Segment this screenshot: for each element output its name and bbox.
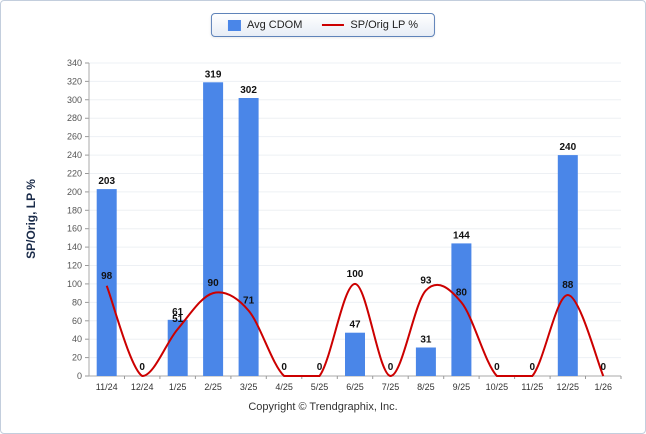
bar-value-label: 302 xyxy=(240,85,257,96)
line-value-label: 93 xyxy=(420,275,432,286)
bar-value-label: 144 xyxy=(453,230,470,241)
x-tick-label: 6/25 xyxy=(346,382,364,392)
bar-value-label: 61 xyxy=(172,307,184,318)
x-tick-label: 11/25 xyxy=(521,382,543,392)
x-tick-label: 1/26 xyxy=(595,382,613,392)
y-tick-label: 160 xyxy=(67,224,82,234)
legend-bar-swatch xyxy=(227,19,241,31)
line-value-label: 0 xyxy=(601,362,607,373)
legend-item-sp-orig-lp: SP/Orig LP % xyxy=(322,19,418,31)
y-tick-label: 120 xyxy=(67,261,82,271)
bar xyxy=(415,347,436,376)
x-tick-label: 1/25 xyxy=(169,382,187,392)
line-value-label: 0 xyxy=(530,362,536,373)
legend: Avg CDOM SP/Orig LP % xyxy=(210,13,436,37)
y-axis-title: SP/Orig, LP % xyxy=(24,179,38,259)
axes xyxy=(85,62,622,379)
bar xyxy=(96,189,117,376)
bar-value-label: 319 xyxy=(205,69,222,80)
x-tick-label: 2/25 xyxy=(204,382,222,392)
bar xyxy=(203,82,224,377)
bar xyxy=(557,155,578,376)
bar xyxy=(167,319,188,376)
bar xyxy=(345,332,365,376)
x-tick-label: 9/25 xyxy=(453,382,471,392)
y-tick-label: 100 xyxy=(67,279,82,289)
bar-value-label: 31 xyxy=(420,335,432,346)
gridlines xyxy=(89,62,621,359)
y-tick-labels: 0 20 40 60 80 100 120 140 160 180 200 220 240 260 280 3… xyxy=(67,58,82,381)
y-tick-label: 0 xyxy=(77,371,82,381)
y-tick-label: 20 xyxy=(72,353,82,363)
line-value-label: 0 xyxy=(317,362,323,373)
x-tick-label: 4/25 xyxy=(275,382,293,392)
bar xyxy=(451,243,472,376)
x-tick-label: 8/25 xyxy=(417,382,435,392)
y-tick-label: 200 xyxy=(67,187,82,197)
y-tick-label: 240 xyxy=(67,150,82,160)
legend-bar-label: Avg CDOM xyxy=(246,19,303,31)
x-tick-label: 11/24 xyxy=(96,382,118,392)
x-tick-label: 12/25 xyxy=(557,382,580,392)
bar-value-label: 240 xyxy=(559,142,576,153)
y-tick-label: 140 xyxy=(67,242,82,252)
y-tick-label: 280 xyxy=(67,113,82,123)
line-value-label: 51 xyxy=(172,314,184,325)
y-tick-label: 180 xyxy=(67,205,82,215)
y-tick-label: 260 xyxy=(67,132,82,142)
x-tick-labels: 11/24 12/24 1/25 2/25 3/25 4/25 5/25 6/25 7/25 8/… xyxy=(96,382,612,392)
x-tick-label: 7/25 xyxy=(382,382,400,392)
line-value-label: 0 xyxy=(388,362,394,373)
data-labels: 203 61 319 302 47 31 144 240 98 0 51 90 71 0 0 100 0 93 80… xyxy=(98,69,606,373)
x-tick-label: 10/25 xyxy=(486,382,509,392)
bar xyxy=(238,98,259,376)
line-path xyxy=(105,282,605,378)
line-value-label: 0 xyxy=(139,362,145,373)
line-value-label: 71 xyxy=(243,296,255,307)
x-tick-label: 12/24 xyxy=(131,382,154,392)
y-tick-label: 340 xyxy=(67,58,82,68)
y-tick-label: 80 xyxy=(72,297,82,307)
legend-line-label: SP/Orig LP % xyxy=(350,19,419,31)
x-tick-label: 3/25 xyxy=(240,382,258,392)
line-value-label: 100 xyxy=(347,269,364,280)
copyright-text: Copyright © Trendgraphix, Inc. xyxy=(248,401,398,413)
y-tick-label: 60 xyxy=(72,316,82,326)
line-value-label: 88 xyxy=(562,280,574,291)
y-tick-label: 300 xyxy=(67,95,82,105)
x-tick-label: 5/25 xyxy=(311,382,329,392)
bar-value-label: 47 xyxy=(349,320,361,331)
line-value-label: 80 xyxy=(456,287,468,298)
y-tick-label: 320 xyxy=(67,76,82,86)
y-tick-label: 220 xyxy=(67,169,82,179)
bar-value-label: 203 xyxy=(98,176,115,187)
line-series xyxy=(105,282,605,378)
legend-line-swatch xyxy=(322,24,345,26)
line-value-label: 0 xyxy=(281,362,287,373)
legend-item-avg-cdom: Avg CDOM xyxy=(227,19,303,31)
line-value-label: 98 xyxy=(101,271,113,282)
line-value-label: 90 xyxy=(208,278,220,289)
y-tick-label: 40 xyxy=(72,334,82,344)
line-value-label: 0 xyxy=(494,362,500,373)
